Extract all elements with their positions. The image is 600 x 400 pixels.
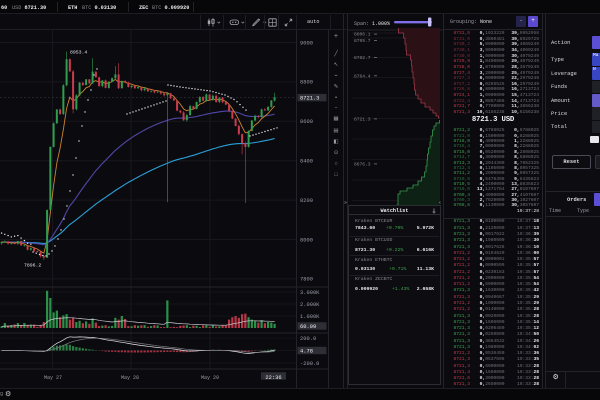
svg-text:-200.0: -200.0 bbox=[300, 361, 319, 367]
svg-text:1.000K: 1.000K bbox=[300, 314, 320, 320]
svg-text:8000: 8000 bbox=[300, 237, 313, 243]
svg-text:8400: 8400 bbox=[300, 159, 313, 165]
svg-text:Span: 1.000%: Span: 1.000% bbox=[354, 21, 390, 27]
svg-text:8806.1: 8806.1 bbox=[354, 32, 371, 38]
svg-text:60.99: 60.99 bbox=[300, 324, 316, 330]
svg-text:200.0: 200.0 bbox=[300, 336, 316, 342]
svg-text:8721.3: 8721.3 bbox=[300, 96, 319, 102]
svg-text:8676.3: 8676.3 bbox=[354, 162, 371, 168]
svg-text:8200: 8200 bbox=[300, 198, 313, 204]
svg-text:3.000K: 3.000K bbox=[300, 290, 320, 296]
svg-text:22:36: 22:36 bbox=[265, 375, 281, 381]
svg-text:2.000K: 2.000K bbox=[300, 302, 320, 308]
svg-text:8721.3: 8721.3 bbox=[354, 117, 371, 123]
svg-text:8800: 8800 bbox=[300, 80, 313, 86]
svg-text:May 29: May 29 bbox=[201, 375, 219, 381]
svg-text:8953.4: 8953.4 bbox=[70, 50, 87, 56]
svg-text:7800: 7800 bbox=[300, 277, 313, 283]
svg-text:May 27: May 27 bbox=[44, 375, 62, 381]
svg-text:8600: 8600 bbox=[300, 119, 313, 125]
svg-text:9000: 9000 bbox=[300, 40, 313, 46]
svg-text:8782.7: 8782.7 bbox=[354, 55, 371, 61]
svg-text:7896.2: 7896.2 bbox=[24, 263, 41, 269]
svg-text:8799.7: 8799.7 bbox=[354, 38, 371, 44]
svg-text:8764.4: 8764.4 bbox=[354, 73, 371, 79]
svg-text:May 28: May 28 bbox=[121, 375, 139, 381]
svg-text:4.78: 4.78 bbox=[300, 348, 313, 354]
